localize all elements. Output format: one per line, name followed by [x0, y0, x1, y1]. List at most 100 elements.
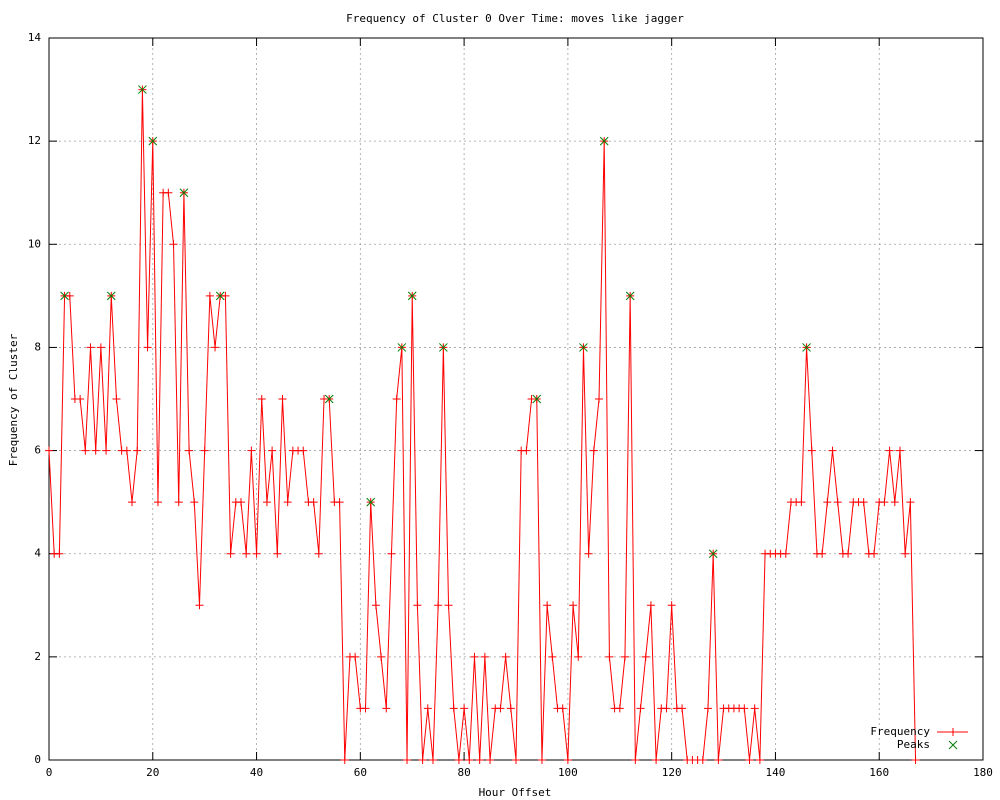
point-marker [703, 704, 712, 713]
point-marker [506, 704, 515, 713]
y-tick-label: 2 [34, 650, 41, 663]
point-marker [625, 291, 635, 301]
point-marker [102, 446, 111, 455]
point-marker [262, 498, 271, 507]
point-marker [563, 756, 572, 764]
point-marker [818, 549, 827, 558]
y-axis-label: Frequency of Cluster [7, 333, 20, 466]
point-marker [351, 652, 360, 661]
y-tick-label: 14 [28, 31, 42, 44]
point-marker [532, 394, 542, 404]
point-marker [377, 652, 386, 661]
point-marker [164, 188, 173, 197]
point-marker [641, 652, 650, 661]
x-tick-label: 180 [973, 766, 993, 779]
point-marker [512, 756, 520, 764]
y-tick-label: 6 [34, 444, 41, 457]
point-marker [273, 549, 282, 558]
point-marker [76, 395, 85, 403]
point-marker [558, 704, 567, 713]
y-tick-label: 10 [28, 237, 41, 250]
point-marker [708, 549, 718, 559]
point-marker [880, 498, 889, 507]
point-marker [106, 291, 116, 301]
point-marker [652, 756, 661, 764]
point-marker [631, 756, 640, 764]
point-marker [755, 756, 764, 764]
point-marker [454, 756, 463, 764]
x-axis-label: Hour Offset [479, 786, 552, 799]
point-marker [179, 188, 189, 198]
point-marker [605, 652, 614, 661]
point-marker [584, 549, 593, 558]
point-marker [501, 652, 510, 661]
point-marker [620, 652, 629, 661]
plot-border [48, 37, 984, 761]
point-marker [548, 652, 557, 661]
legend-marker [949, 728, 957, 736]
point-marker [86, 343, 95, 352]
point-marker [221, 291, 230, 300]
point-marker [543, 601, 552, 610]
x-tick-label: 160 [869, 766, 889, 779]
point-marker [439, 343, 448, 352]
point-marker [569, 601, 578, 610]
point-marker [714, 756, 723, 764]
point-marker [314, 549, 323, 558]
point-marker [797, 498, 806, 507]
point-marker [200, 446, 209, 455]
point-marker [278, 395, 287, 403]
point-marker [480, 652, 489, 661]
point-marker [236, 498, 245, 507]
point-marker [662, 704, 671, 713]
point-marker [148, 136, 158, 146]
point-marker [138, 85, 147, 94]
point-marker [397, 343, 407, 352]
point-marker [185, 446, 194, 455]
point-marker [486, 756, 495, 764]
x-tick-label: 0 [46, 766, 53, 779]
point-marker [55, 549, 64, 558]
point-marker [81, 446, 90, 455]
x-tick-label: 80 [457, 766, 470, 779]
point-marker [428, 756, 437, 764]
point-marker [537, 756, 546, 764]
point-marker [740, 704, 749, 713]
legend-marker [948, 740, 958, 750]
point-marker [340, 756, 349, 764]
point-marker [91, 446, 100, 455]
point-marker [96, 343, 105, 352]
point-marker [475, 756, 484, 764]
point-marker [823, 498, 832, 507]
point-marker [153, 498, 162, 507]
point-marker [522, 446, 531, 455]
point-marker [745, 756, 754, 764]
point-marker [460, 704, 469, 713]
point-marker [574, 652, 583, 661]
point-marker [833, 498, 842, 507]
point-marker [174, 498, 183, 507]
point-marker [403, 756, 412, 764]
point-marker [859, 498, 868, 507]
point-marker [906, 498, 915, 507]
y-tick-label: 8 [34, 340, 41, 353]
point-marker [678, 704, 687, 713]
point-marker [366, 497, 376, 507]
point-marker [418, 756, 427, 764]
point-marker [890, 498, 899, 507]
point-marker [324, 394, 334, 404]
point-marker [470, 652, 479, 661]
point-marker [60, 291, 69, 301]
point-marker [802, 343, 811, 352]
point-marker [133, 446, 142, 455]
point-marker [382, 704, 391, 713]
point-marker [828, 446, 837, 455]
point-marker [205, 291, 214, 300]
x-tick-label: 100 [558, 766, 578, 779]
point-marker [434, 601, 443, 610]
point-marker [911, 756, 920, 764]
point-marker [465, 756, 474, 764]
point-marker [143, 343, 152, 352]
point-marker [169, 240, 178, 249]
legend-label: Frequency [870, 725, 930, 738]
